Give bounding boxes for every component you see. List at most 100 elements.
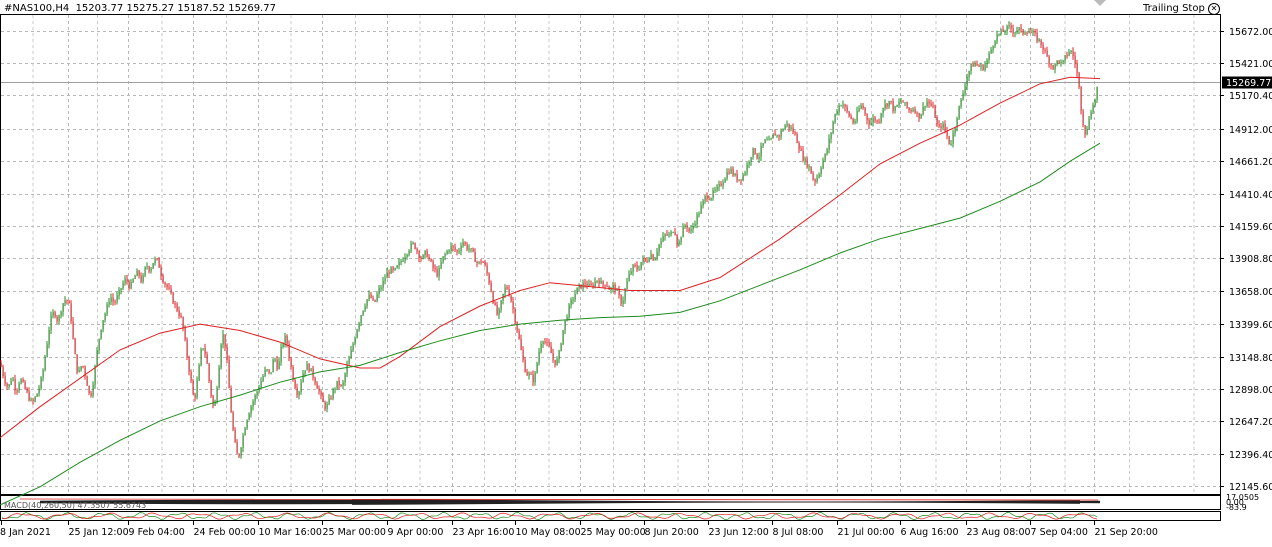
candle-body [602, 281, 604, 285]
macd-bar [358, 499, 360, 505]
macd-bar [486, 499, 488, 505]
macd-bar [354, 499, 356, 505]
candle-body [546, 341, 548, 343]
candle-body [842, 104, 844, 106]
candle-body [964, 85, 966, 94]
candle-body [504, 287, 506, 294]
candle-body [332, 389, 334, 399]
candle-body [398, 262, 400, 266]
macd-bar [230, 499, 232, 505]
macd-bar [924, 501, 926, 503]
candle-body [428, 257, 430, 259]
candle-body [744, 172, 746, 175]
macd-bar [500, 500, 502, 504]
candle-body [954, 127, 956, 134]
candle-body [940, 126, 942, 128]
candle-body [394, 268, 396, 270]
candle-body [624, 288, 626, 301]
macd-bar [232, 499, 234, 505]
candle-body [740, 179, 742, 181]
y-tick-label: 13399.60 [1229, 320, 1272, 331]
candle-body [536, 362, 538, 373]
macd-bar [82, 500, 84, 504]
macd-bar [172, 499, 174, 505]
macd-bar [56, 500, 58, 504]
close-circle-icon[interactable]: ✕ [1208, 3, 1220, 15]
macd-bar [512, 500, 514, 504]
macd-bar [724, 501, 726, 503]
candle-body [356, 329, 358, 338]
macd-bar [738, 501, 740, 503]
macd-bar [698, 501, 700, 503]
macd-bar [976, 500, 978, 504]
macd-bar [606, 500, 608, 504]
candle-body [584, 282, 586, 285]
macd-bar [302, 499, 304, 505]
candle-body [530, 373, 532, 375]
candle-body [128, 281, 130, 289]
macd-bar [784, 501, 786, 503]
candle-body [750, 157, 752, 162]
candle-body [638, 269, 640, 271]
macd-bar [420, 499, 422, 505]
candle-body [284, 335, 286, 344]
candle-body [446, 250, 448, 255]
trailing-stop[interactable]: Trailing Stop ✕ [1143, 3, 1220, 15]
macd-bar [644, 501, 646, 503]
y-tick-label: 12898.00 [1229, 385, 1272, 396]
candle-body [288, 343, 290, 359]
macd-bar [440, 499, 442, 505]
macd-bar [722, 501, 724, 503]
candle-body [650, 254, 652, 259]
macd-bar [128, 500, 130, 504]
candle-body [512, 301, 514, 310]
macd-bar [1058, 500, 1060, 504]
macd-bar [538, 500, 540, 504]
macd-bar [1054, 500, 1056, 504]
macd-bar [996, 500, 998, 504]
candle-body [670, 232, 672, 235]
macd-bar [672, 501, 674, 503]
x-tick-label: 7 Sep 04:00 [1031, 527, 1088, 538]
macd-bar [446, 499, 448, 505]
macd-bar [272, 499, 274, 505]
candle-body [200, 348, 202, 366]
candle-body [2, 366, 4, 377]
candle-body [470, 248, 472, 250]
candle-body [796, 134, 798, 144]
candle-body [250, 406, 252, 414]
macd-bar [720, 501, 722, 503]
macd-bar [656, 501, 658, 503]
macd-bar [908, 501, 910, 503]
macd-bar [632, 500, 634, 504]
candle-body [704, 195, 706, 201]
macd-bar [736, 501, 738, 503]
candle-body [960, 99, 962, 106]
macd-bar [868, 501, 870, 503]
candle-body [618, 289, 620, 296]
candle-body [508, 288, 510, 296]
candle-body [812, 173, 814, 180]
macd-bar [778, 501, 780, 503]
candle-body [860, 105, 862, 109]
candle-body [0, 362, 2, 367]
macd-bar [424, 499, 426, 505]
candle-body [944, 123, 946, 131]
macd-bar [912, 501, 914, 503]
candle-body [94, 366, 96, 385]
candle-body [710, 197, 712, 200]
macd-bar [382, 499, 384, 505]
macd-bar [48, 500, 50, 504]
candle-body [674, 232, 676, 235]
chart-header: #NAS100,H4 15203.77 15275.27 15187.52 15… [4, 3, 276, 14]
candle-body [876, 120, 878, 122]
candle-body [320, 391, 322, 396]
macd-bar [116, 500, 118, 504]
candle-body [498, 309, 500, 315]
candle-body [468, 248, 470, 250]
candle-body [420, 257, 422, 259]
candle-body [712, 190, 714, 198]
candle-body [212, 395, 214, 406]
